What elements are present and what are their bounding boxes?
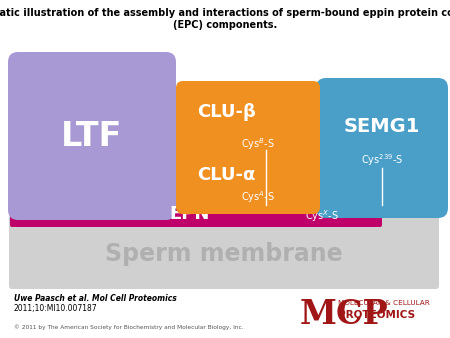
Text: Cys$^{239}$-S: Cys$^{239}$-S	[361, 152, 403, 168]
FancyBboxPatch shape	[10, 201, 382, 227]
Text: Uwe Paasch et al. Mol Cell Proteomics: Uwe Paasch et al. Mol Cell Proteomics	[14, 294, 177, 303]
Text: Cys$^{A}$-S: Cys$^{A}$-S	[241, 189, 275, 205]
Text: SEMG1: SEMG1	[344, 117, 420, 136]
Text: CLU-β: CLU-β	[197, 103, 256, 121]
Text: CLU-α: CLU-α	[197, 166, 256, 184]
Text: MOLECULAR & CELLULAR: MOLECULAR & CELLULAR	[338, 300, 430, 306]
Text: Sperm membrane: Sperm membrane	[105, 242, 343, 266]
Text: EPN: EPN	[170, 205, 210, 223]
Text: PROTEOMICS: PROTEOMICS	[338, 310, 415, 320]
FancyBboxPatch shape	[176, 81, 320, 167]
Text: Schematic illustration of the assembly and interactions of sperm-bound eppin pro: Schematic illustration of the assembly a…	[0, 8, 450, 18]
FancyBboxPatch shape	[8, 52, 176, 220]
FancyBboxPatch shape	[176, 150, 320, 214]
Text: © 2011 by The American Society for Biochemistry and Molecular Biology, Inc.: © 2011 by The American Society for Bioch…	[14, 324, 243, 330]
FancyBboxPatch shape	[9, 215, 439, 289]
Text: (EPC) components.: (EPC) components.	[173, 20, 277, 30]
Text: MCP: MCP	[300, 298, 389, 331]
Text: Cys$^{X}$-S: Cys$^{X}$-S	[305, 208, 339, 224]
Text: LTF: LTF	[61, 120, 123, 152]
FancyBboxPatch shape	[316, 78, 448, 218]
Text: 2011;10:MI10.007187: 2011;10:MI10.007187	[14, 304, 98, 313]
Text: Cys$^{B}$-S: Cys$^{B}$-S	[241, 136, 275, 152]
